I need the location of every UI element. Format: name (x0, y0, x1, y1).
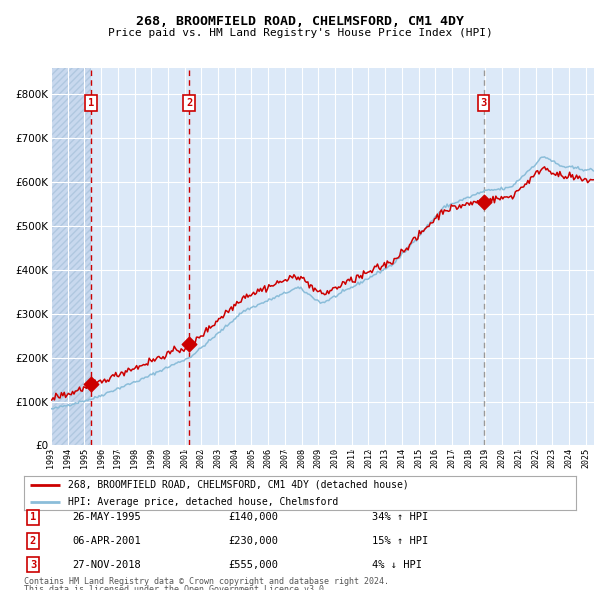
Text: 15% ↑ HPI: 15% ↑ HPI (372, 536, 428, 546)
Text: 3: 3 (30, 560, 36, 569)
Text: Contains HM Land Registry data © Crown copyright and database right 2024.: Contains HM Land Registry data © Crown c… (24, 577, 389, 586)
Text: 2013: 2013 (380, 447, 389, 467)
Text: 2018: 2018 (464, 447, 473, 467)
Text: £230,000: £230,000 (228, 536, 278, 546)
Text: 1997: 1997 (113, 447, 122, 467)
Text: £555,000: £555,000 (228, 560, 278, 569)
Text: 1: 1 (88, 98, 94, 108)
Text: Price paid vs. HM Land Registry's House Price Index (HPI): Price paid vs. HM Land Registry's House … (107, 28, 493, 38)
Text: 2009: 2009 (314, 447, 323, 467)
Text: 2: 2 (186, 98, 192, 108)
Bar (51, 68, 91, 445)
Text: 27-NOV-2018: 27-NOV-2018 (72, 560, 141, 569)
Text: 1996: 1996 (97, 447, 106, 467)
Text: 4% ↓ HPI: 4% ↓ HPI (372, 560, 422, 569)
Text: 2000: 2000 (163, 447, 172, 467)
Point (184, 340, 194, 349)
Text: 2024: 2024 (565, 447, 574, 467)
Text: 2007: 2007 (280, 447, 289, 467)
Text: 2005: 2005 (247, 447, 256, 467)
Text: 1995: 1995 (80, 447, 89, 467)
Text: 2010: 2010 (331, 447, 340, 467)
Text: This data is licensed under the Open Government Licence v3.0.: This data is licensed under the Open Gov… (24, 585, 329, 590)
Text: 2004: 2004 (230, 447, 239, 467)
Text: 2011: 2011 (347, 447, 356, 467)
Text: 2023: 2023 (548, 447, 557, 467)
Text: 2015: 2015 (414, 447, 423, 467)
Text: 268, BROOMFIELD ROAD, CHELMSFORD, CM1 4DY (detached house): 268, BROOMFIELD ROAD, CHELMSFORD, CM1 4D… (68, 480, 409, 490)
Text: 1: 1 (30, 513, 36, 522)
Text: 1993: 1993 (47, 447, 56, 467)
Text: 2021: 2021 (514, 447, 523, 467)
Text: 2012: 2012 (364, 447, 373, 467)
Text: 1999: 1999 (147, 447, 156, 467)
Text: 2: 2 (30, 536, 36, 546)
Text: 268, BROOMFIELD ROAD, CHELMSFORD, CM1 4DY: 268, BROOMFIELD ROAD, CHELMSFORD, CM1 4D… (136, 15, 464, 28)
Text: 3: 3 (481, 98, 487, 108)
Text: 2002: 2002 (197, 447, 206, 467)
Text: 06-APR-2001: 06-APR-2001 (72, 536, 141, 546)
Text: 1994: 1994 (63, 447, 72, 467)
Point (86, 379, 96, 389)
Text: 2017: 2017 (448, 447, 457, 467)
Text: HPI: Average price, detached house, Chelmsford: HPI: Average price, detached house, Chel… (68, 497, 338, 507)
Text: 26-MAY-1995: 26-MAY-1995 (72, 513, 141, 522)
Text: 1998: 1998 (130, 447, 139, 467)
Text: 2003: 2003 (214, 447, 223, 467)
Text: 2001: 2001 (180, 447, 189, 467)
Text: 2020: 2020 (497, 447, 506, 467)
Text: 2008: 2008 (297, 447, 306, 467)
Point (479, 197, 488, 206)
Text: £140,000: £140,000 (228, 513, 278, 522)
Text: 34% ↑ HPI: 34% ↑ HPI (372, 513, 428, 522)
Text: 2006: 2006 (264, 447, 273, 467)
Text: 2014: 2014 (397, 447, 406, 467)
Text: 2016: 2016 (431, 447, 440, 467)
Text: 2025: 2025 (581, 447, 590, 467)
Text: 2022: 2022 (531, 447, 540, 467)
Text: 2019: 2019 (481, 447, 490, 467)
